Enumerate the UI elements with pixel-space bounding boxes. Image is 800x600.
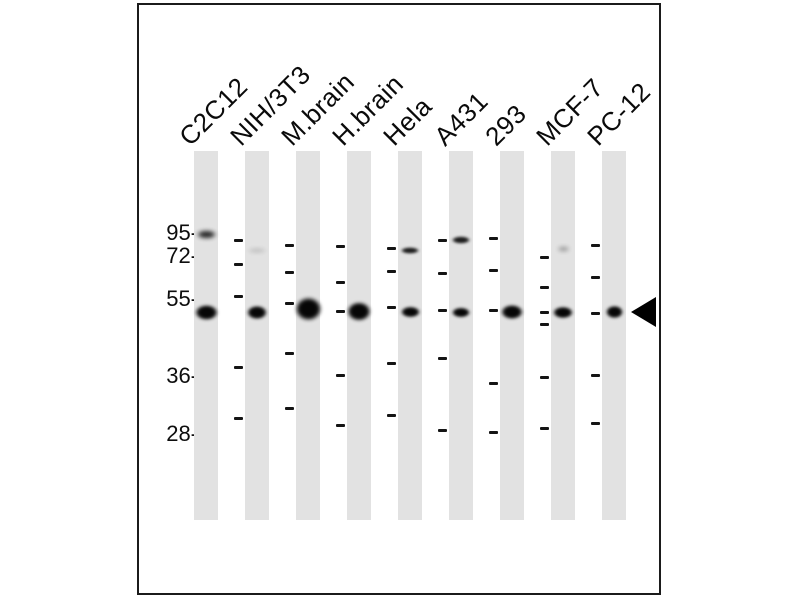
mw-tick-mark xyxy=(387,306,396,309)
protein-band xyxy=(451,306,471,318)
protein-band xyxy=(604,305,624,319)
lane-strip xyxy=(602,151,626,520)
mw-tick-mark xyxy=(591,312,600,315)
mw-tick-mark xyxy=(336,374,345,377)
lane-strip xyxy=(296,151,320,520)
lane-strip xyxy=(194,151,218,520)
mw-tick-mark xyxy=(336,245,345,248)
mw-marker-label: 28- xyxy=(166,421,198,446)
band-pointer-icon xyxy=(631,297,656,327)
protein-band xyxy=(247,247,267,253)
protein-band xyxy=(346,300,372,322)
lane-strip xyxy=(551,151,575,520)
mw-tick-mark xyxy=(438,272,447,275)
mw-tick-mark xyxy=(591,276,600,279)
mw-tick-mark xyxy=(234,263,243,266)
mw-tick-mark xyxy=(591,422,600,425)
mw-tick-mark xyxy=(540,323,549,326)
lane-strip xyxy=(398,151,422,520)
mw-tick-mark xyxy=(591,374,600,377)
protein-band xyxy=(246,304,268,320)
mw-tick-mark xyxy=(285,352,294,355)
mw-tick-mark xyxy=(336,310,345,313)
lane-strip xyxy=(347,151,371,520)
protein-band xyxy=(399,306,421,318)
protein-band xyxy=(400,246,420,254)
protein-band xyxy=(451,236,471,244)
mw-tick-mark xyxy=(489,431,498,434)
mw-marker-label: 55- xyxy=(166,286,198,311)
mw-tick-mark xyxy=(387,247,396,250)
mw-tick-mark xyxy=(438,429,447,432)
mw-tick-mark xyxy=(489,237,498,240)
mw-tick-mark xyxy=(336,424,345,427)
mw-tick-mark xyxy=(540,427,549,430)
mw-tick-mark xyxy=(234,239,243,242)
lane-strip xyxy=(449,151,473,520)
mw-tick-mark xyxy=(540,311,549,314)
mw-tick-mark xyxy=(540,376,549,379)
protein-band xyxy=(195,229,217,239)
mw-tick-mark xyxy=(489,382,498,385)
mw-tick-mark xyxy=(489,309,498,312)
protein-band xyxy=(193,303,219,321)
protein-band xyxy=(556,246,570,252)
mw-tick-mark xyxy=(336,281,345,284)
mw-marker-label: 95- xyxy=(166,220,198,245)
mw-tick-mark xyxy=(234,295,243,298)
mw-tick-mark xyxy=(285,407,294,410)
mw-tick-mark xyxy=(285,244,294,247)
lane-strip xyxy=(500,151,524,520)
mw-tick-mark xyxy=(285,271,294,274)
mw-tick-mark xyxy=(387,270,396,273)
mw-tick-mark xyxy=(438,239,447,242)
mw-tick-mark xyxy=(438,357,447,360)
mw-tick-mark xyxy=(489,269,498,272)
mw-tick-mark xyxy=(387,362,396,365)
mw-tick-mark xyxy=(285,302,294,305)
mw-tick-mark xyxy=(540,286,549,289)
mw-tick-mark xyxy=(387,414,396,417)
protein-band xyxy=(552,305,574,319)
protein-band xyxy=(293,296,323,322)
mw-tick-mark xyxy=(591,244,600,247)
lane-strip xyxy=(245,151,269,520)
mw-marker-label: 72- xyxy=(166,243,198,268)
mw-tick-mark xyxy=(234,417,243,420)
protein-band xyxy=(500,304,524,320)
mw-tick-mark xyxy=(438,309,447,312)
mw-tick-mark xyxy=(234,366,243,369)
mw-tick-mark xyxy=(540,256,549,259)
mw-marker-label: 36- xyxy=(166,363,198,388)
